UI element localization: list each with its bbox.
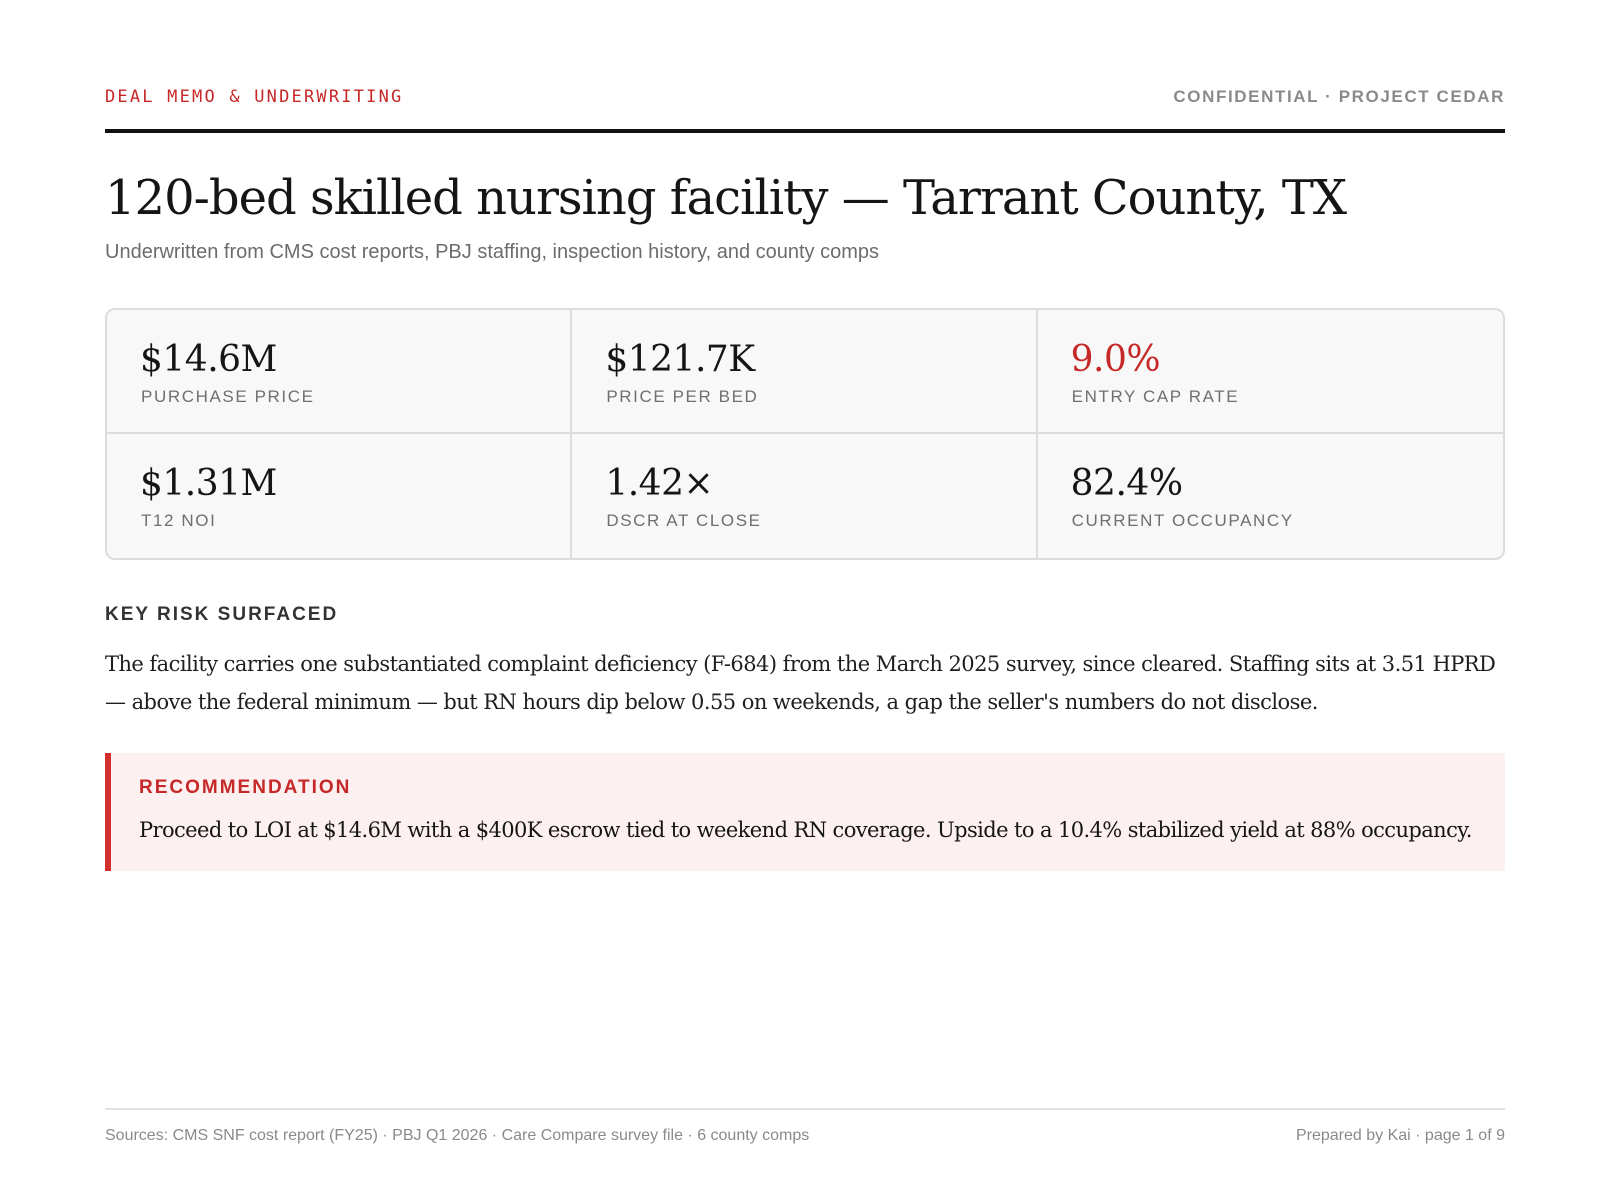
kpi-label: T12 NOI: [141, 511, 217, 530]
kpi-label: PRICE PER BED: [606, 387, 759, 406]
key-risk-text: The facility carries one substantiated c…: [105, 652, 1496, 714]
kpi-value: $1.31M: [140, 463, 277, 504]
memo-header: DEAL MEMO & UNDERWRITING CONFIDENTIAL · …: [105, 86, 1505, 108]
footer-prepared-by: Prepared by Kai · page 1 of 9: [1295, 1127, 1505, 1144]
key-risk-heading: KEY RISK SURFACED: [105, 604, 339, 625]
kpi-value: 9.0%: [1070, 339, 1161, 380]
kpi-label: PURCHASE PRICE: [141, 387, 315, 406]
kpi-value: 1.42×: [605, 463, 714, 504]
kpi-t12-noi: $1.31M T12 NOI: [107, 434, 573, 558]
kpi-dscr-at-close: 1.42× DSCR AT CLOSE: [572, 434, 1038, 558]
kpi-value: $14.6M: [140, 339, 277, 380]
header-divider: [105, 129, 1505, 133]
kpi-label: CURRENT OCCUPANCY: [1071, 511, 1294, 530]
page-title: 120-bed skilled nursing facility — Tarra…: [105, 170, 1347, 226]
kpi-value: 82.4%: [1070, 463, 1183, 504]
kpi-label: ENTRY CAP RATE: [1071, 387, 1240, 406]
memo-page: DEAL MEMO & UNDERWRITING CONFIDENTIAL · …: [105, 0, 1505, 1200]
kpi-current-occupancy: 82.4% CURRENT OCCUPANCY: [1038, 434, 1503, 558]
kpi-purchase-price: $14.6M PURCHASE PRICE: [107, 310, 573, 434]
document-kicker: DEAL MEMO & UNDERWRITING: [105, 87, 404, 107]
page-subtitle: Underwritten from CMS cost reports, PBJ …: [105, 241, 880, 263]
kpi-label: DSCR AT CLOSE: [606, 511, 762, 530]
kpi-grid: $14.6M PURCHASE PRICE $121.7K PRICE PER …: [105, 308, 1505, 560]
footer-divider: [105, 1108, 1505, 1110]
kpi-entry-cap-rate: 9.0% ENTRY CAP RATE: [1037, 310, 1503, 434]
recommendation-heading: RECOMMENDATION: [139, 777, 352, 798]
confidential-label: CONFIDENTIAL · PROJECT CEDAR: [1173, 87, 1505, 106]
recommendation-callout: RECOMMENDATION Proceed to LOI at $14.6M …: [105, 753, 1505, 871]
recommendation-text: Proceed to LOI at $14.6M with a $400K es…: [139, 818, 1472, 842]
footer-sources: Sources: CMS SNF cost report (FY25) · PB…: [105, 1127, 810, 1144]
kpi-value: $121.7K: [605, 339, 755, 380]
page-footer: Sources: CMS SNF cost report (FY25) · PB…: [105, 1127, 1505, 1145]
kpi-price-per-bed: $121.7K PRICE PER BED: [572, 310, 1038, 434]
